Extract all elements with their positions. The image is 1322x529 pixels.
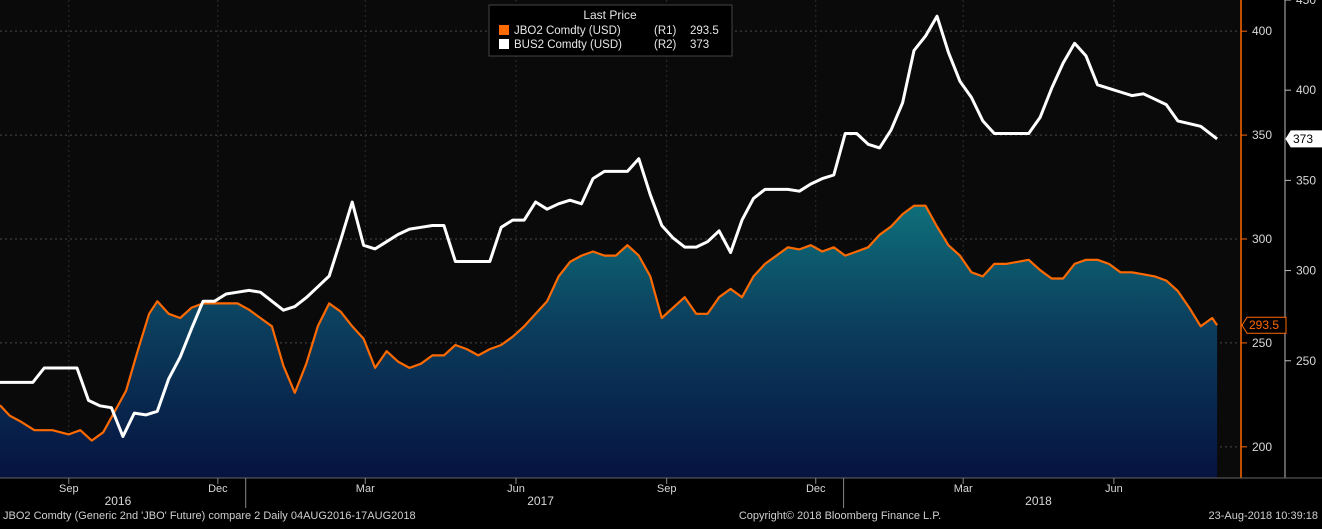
tick-label-x-6: Mar [954,483,973,495]
tick-label-r2-400: 400 [1296,83,1316,97]
series-line-jbo2 [0,204,1219,442]
last-value-tags: 293.5 373 [1241,130,1322,334]
axes: 200 250 300 350 400 250 300 350 400 450 Sep Dec Mar J… [0,0,1322,508]
tick-label-x-0: Sep [59,483,79,495]
tick-label-x-5: Dec [806,483,826,495]
legend-swatch-jbo2 [499,25,509,35]
line-layer [0,14,1219,442]
tick-label-r1-300: 300 [1252,232,1272,246]
last-tag-label-bus2: 373 [1293,132,1313,146]
footer-right: 23-Aug-2018 10:39:18 [1209,510,1318,522]
last-tag-label-jbo2: 293.5 [1249,318,1279,332]
footer-center: Copyright© 2018 Bloomberg Finance L.P. [739,510,941,522]
tick-label-x-4: Sep [657,483,677,495]
legend-title: Last Price [583,8,637,22]
tick-label-r2-250: 250 [1296,354,1316,368]
year-label-2016: 2016 [105,494,132,508]
legend-value-bus2: 373 [690,39,709,51]
tick-label-r1-200: 200 [1252,440,1272,454]
last-tag-bus2: 373 [1285,130,1322,148]
last-tag-box-jbo2 [1241,316,1287,334]
legend: Last Price JBO2 Comdty (USD) (R1) 293.5 … [488,4,733,57]
last-tag-jbo2: 293.5 [1241,316,1287,334]
legend-label-jbo2: JBO2 Comdty (USD) [514,25,621,37]
footer-left: JBO2 Comdty (Generic 2nd 'JBO' Future) c… [3,510,416,522]
tick-label-r2-300: 300 [1296,264,1316,278]
series-area-jbo2 [0,205,1218,478]
legend-value-jbo2: 293.5 [690,25,719,37]
tick-label-r1-250: 250 [1252,336,1272,350]
tick-label-x-7: Jun [1105,483,1123,495]
tick-label-r2-350: 350 [1296,173,1316,187]
tick-label-r1-350: 350 [1252,128,1272,142]
legend-axis-jbo2: (R1) [654,25,677,37]
legend-swatch-bus2 [499,39,509,49]
area-layer [0,205,1218,478]
tick-label-r2-450: 450 [1296,0,1316,7]
tick-label-x-1: Dec [208,483,228,495]
series-line-bus2 [0,14,1219,438]
tick-label-r1-400: 400 [1252,24,1272,38]
year-label-2018: 2018 [1025,494,1052,508]
year-label-2017: 2017 [527,494,554,508]
tick-label-x-2: Mar [356,483,375,495]
legend-box [488,4,733,57]
legend-label-bus2: BUS2 Comdty (USD) [514,39,622,51]
tick-label-x-3: Jun [507,483,525,495]
legend-axis-bus2: (R2) [654,39,677,51]
last-tag-box-bus2 [1285,130,1322,148]
